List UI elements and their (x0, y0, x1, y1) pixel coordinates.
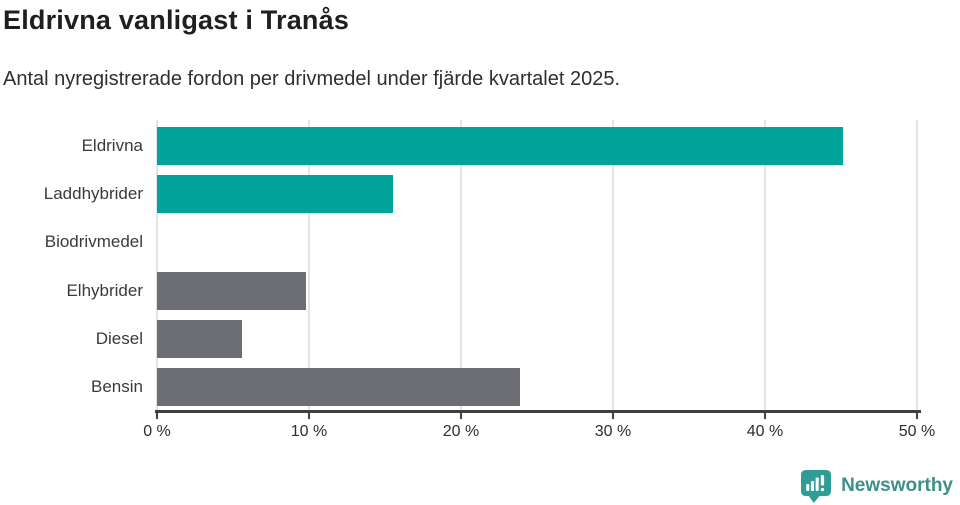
plot-area (156, 120, 918, 411)
gridline-10 (308, 120, 310, 411)
chart-subtitle: Antal nyregistrerade fordon per drivmede… (3, 68, 621, 90)
brand-footer: Newsworthy (800, 468, 953, 504)
x-tick-0 (156, 413, 158, 419)
newsworthy-logo-icon (801, 469, 832, 503)
brand-name: Newsworthy (841, 475, 953, 496)
bar-elhybrider (157, 271, 306, 310)
x-tick-label-0: 0 % (143, 423, 171, 440)
bar-diesel (157, 319, 243, 358)
x-tick-label-20: 20 % (442, 423, 480, 440)
bar-eldrivna (157, 127, 843, 166)
gridline-40 (764, 120, 766, 411)
x-tick-10 (308, 413, 310, 419)
gridline-0 (156, 120, 158, 411)
category-label-eldrivna: Eldrivna (81, 136, 143, 156)
category-label-diesel: Diesel (95, 328, 143, 348)
bar-chart: Eldrivna Laddhybrider Biodrivmedel Elhybrid… (0, 120, 960, 452)
x-tick-label-50: 50 % (898, 423, 936, 440)
x-tick-20 (460, 413, 462, 419)
x-tick-label-10: 10 % (290, 423, 328, 440)
x-tick-40 (764, 413, 766, 419)
gridline-30 (612, 120, 614, 411)
x-axis-baseline (155, 410, 921, 413)
bar-laddhybrider (157, 175, 393, 214)
gridline-20 (460, 120, 462, 411)
category-label-bensin: Bensin (91, 376, 143, 396)
gridline-50 (916, 120, 918, 411)
category-label-elhybrider: Elhybrider (66, 280, 143, 300)
x-tick-30 (612, 413, 614, 419)
x-tick-label-40: 40 % (746, 423, 784, 440)
chart-title: Eldrivna vanligast i Tranås (3, 5, 350, 35)
x-tick-50 (916, 413, 918, 419)
bar-bensin (157, 367, 521, 406)
category-label-laddhybrider: Laddhybrider (43, 184, 143, 204)
x-tick-label-30: 30 % (594, 423, 632, 440)
category-label-biodrivmedel: Biodrivmedel (44, 232, 143, 252)
